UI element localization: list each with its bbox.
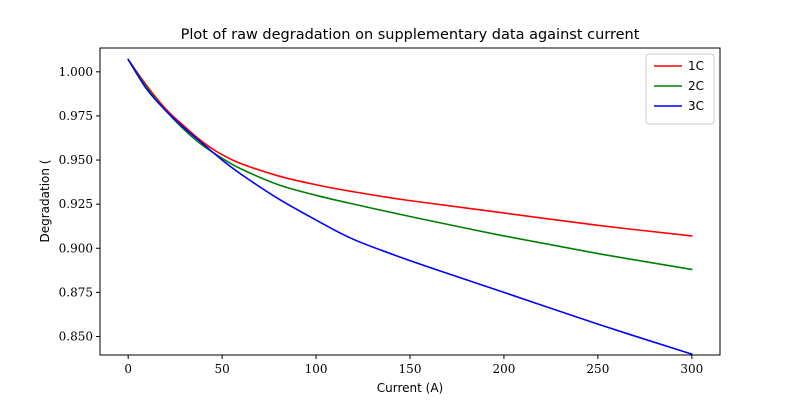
x-tick-label: 0 [124, 362, 132, 376]
series-layer [127, 58, 693, 355]
series-line-3C [127, 58, 693, 355]
x-tick-label: 250 [586, 362, 609, 376]
x-tick-label: 150 [399, 362, 422, 376]
y-tick-label: 0.925 [59, 197, 93, 211]
x-tick-label: 200 [492, 362, 515, 376]
legend-label: 1C [688, 59, 704, 73]
x-tick-label: 100 [305, 362, 328, 376]
ticks-layer: 0 50 100 150 200 250 300 0.850 0.875 0.900 0.925 0.… [59, 65, 704, 376]
y-tick-label: 0.875 [59, 285, 93, 299]
x-tick-label: 300 [680, 362, 703, 376]
y-axis-label: Degradation ( [38, 160, 52, 243]
series-line-2C [127, 58, 693, 271]
y-tick-label: 0.850 [59, 329, 93, 343]
y-tick-label: 0.950 [59, 153, 93, 167]
plot-frame [99, 47, 721, 356]
x-tick-label: 50 [214, 362, 229, 376]
legend-label: 3C [688, 99, 704, 113]
legend: 1C 2C 3C [645, 53, 715, 125]
y-tick-label: 0.975 [59, 109, 93, 123]
y-tick-label: 0.900 [59, 241, 93, 255]
legend-label: 2C [688, 79, 704, 93]
x-axis-label: Current (A) [377, 381, 443, 395]
series-line-1C [127, 58, 693, 237]
y-tick-label: 1.000 [59, 65, 93, 79]
chart-title: Plot of raw degradation on supplementary… [181, 27, 640, 43]
